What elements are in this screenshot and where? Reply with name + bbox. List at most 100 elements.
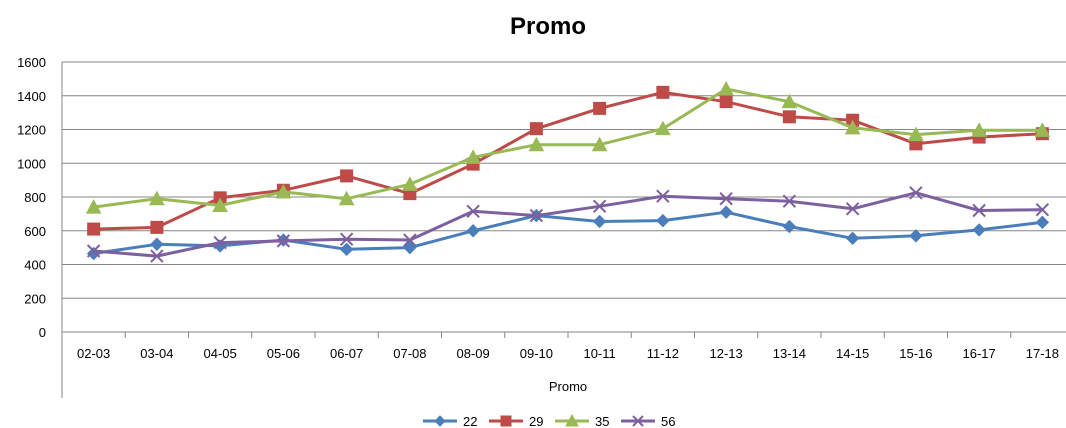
data-point-stroke [1035,202,1050,217]
series-line [93,87,1043,209]
y-tick-label: 1200 [17,123,46,138]
x-tick-label: 17-18 [1026,346,1059,361]
data-point [339,242,354,257]
data-point-stroke [529,208,544,223]
data-point [529,208,544,223]
y-tick-label: 1400 [17,89,46,104]
legend-item-29: 29 [489,414,543,428]
data-point [149,190,165,206]
data-point [844,119,861,135]
data-point [434,415,446,427]
data-point-stroke [403,233,417,247]
data-point [971,122,987,137]
data-point [528,136,545,152]
series-56 [86,186,1050,263]
data-point [909,229,923,243]
axes: 0 200 400 600 800 1000 1200 1400 1600 02-03 03-04 0… [17,55,1066,398]
gridlines [62,61,1066,299]
data-point [719,205,733,219]
series-35 [85,80,1051,214]
data-point [593,101,607,115]
x-tick-label: 14-15 [836,346,869,361]
data-point-stroke [719,191,733,206]
data-point [1035,202,1050,217]
data-point [213,235,227,250]
x-tick-label: 02-03 [77,346,110,361]
data-point-stroke [782,194,797,208]
y-tick-label: 1000 [17,156,46,171]
x-tick-label: 15-16 [899,346,932,361]
chart-title: Promo [510,13,586,40]
x-tick-label: 03-04 [140,346,173,361]
data-point-stroke [276,234,291,248]
data-point [591,136,608,152]
data-point-stroke [339,232,354,246]
data-point [972,203,986,218]
data-point [86,244,101,258]
data-point [340,169,354,183]
data-point [403,233,417,247]
legend-label: 22 [463,414,477,428]
data-point-stroke [466,204,480,219]
data-point-stroke [972,203,986,218]
data-point [656,189,670,203]
data-point [656,85,670,99]
series-line [93,210,1043,255]
data-point [466,204,480,219]
series-lines [85,80,1051,263]
data-point [972,223,986,237]
data-point [719,95,733,109]
data-point [403,240,417,255]
data-point-stroke [656,189,670,203]
data-point [656,213,670,228]
data-point [500,415,512,427]
data-point-stroke [86,244,101,258]
y-tick-label: 800 [24,190,46,205]
data-point [212,197,228,212]
series-22 [86,205,1050,261]
data-point [85,199,102,214]
x-tick-label: 09-10 [520,346,553,361]
data-point [150,237,164,251]
data-point [845,231,860,246]
y-tick-label: 0 [39,325,46,340]
data-point-stroke [845,202,860,216]
data-point [275,183,292,199]
x-tick-label: 05-06 [267,346,300,361]
data-point [592,214,607,229]
data-point [1034,122,1051,137]
x-tick-label: 16-17 [963,346,996,361]
y-tick-label: 1600 [17,55,46,70]
data-point [529,122,543,136]
data-point [86,246,101,261]
data-point [782,219,797,234]
data-point [782,110,796,124]
data-point [782,194,797,208]
legend-item-56: 56 [621,414,675,428]
data-point [1035,215,1050,230]
data-point [655,120,671,136]
series-line [93,90,1043,231]
data-point-stroke [909,186,923,200]
legend-item-35: 35 [555,413,609,428]
data-point [466,224,480,238]
legend-item-22: 22 [423,414,477,428]
legend: 22 29 35 56 [423,413,675,428]
data-point-stroke [632,415,644,427]
data-point [402,176,418,191]
y-tick-label: 600 [24,224,46,239]
x-tick-label: 04-05 [204,346,237,361]
data-point [565,413,579,427]
legend-label: 29 [529,414,543,428]
data-point [908,126,924,142]
data-point [592,199,607,213]
y-tick-label: 200 [24,291,46,306]
x-tick-label: 10-11 [583,346,615,361]
y-tick-label: 400 [24,258,46,273]
data-point [150,249,164,263]
x-tick-label: 11-12 [647,346,679,361]
legend-label: 35 [595,414,609,428]
data-point [465,149,481,164]
